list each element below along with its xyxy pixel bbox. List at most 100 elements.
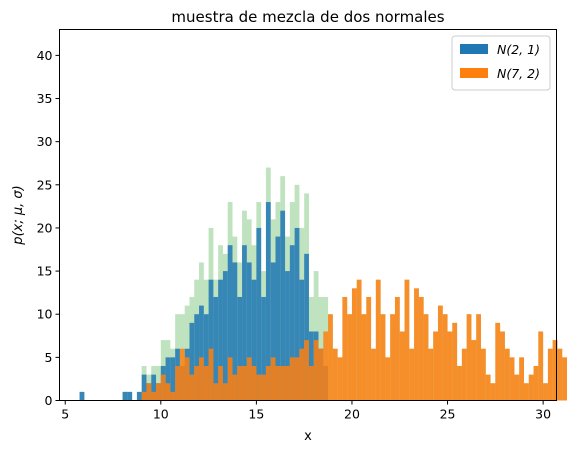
bar-orange [237,365,243,401]
bar-blue [285,271,290,401]
bar-blue [270,262,276,401]
bar-blue [275,236,281,401]
bar-orange [184,357,190,401]
bar-orange [366,296,372,401]
bar-blue [79,391,85,401]
bar-orange [342,296,348,401]
y-tick-label: 35 [37,91,53,106]
bar-orange [371,348,376,401]
bar-orange [504,348,510,401]
bar-orange [179,348,185,401]
bar-orange [146,383,152,401]
bar-blue [203,314,209,401]
bar-blue [208,279,214,401]
bar-blue [242,245,247,401]
bar-orange [242,365,247,401]
bar-blue [289,245,295,401]
bar-blue [151,374,157,401]
bar-orange [442,314,448,401]
y-tick-label: 5 [45,350,53,365]
bar-orange [156,383,161,401]
bar-orange [390,314,395,401]
bar-orange [394,296,400,401]
bar-blue [222,271,228,401]
bar-orange [538,331,544,401]
bar-orange [285,365,290,401]
bar-orange [323,331,329,401]
bar-orange [404,279,410,401]
bar-orange [218,365,223,401]
x-tick-label: 25 [440,407,456,422]
legend: N(2, 1) N(7, 2) [451,35,551,91]
bar-orange [256,374,262,401]
bar-blue [251,279,257,401]
bar-orange [361,314,367,401]
bar-blue [136,391,142,401]
bar-orange [151,391,157,401]
bar-orange [490,383,496,401]
bar-orange [356,279,362,401]
x-tick-label: 5 [61,407,69,422]
bar-blue [265,202,271,401]
bar-orange [562,357,567,401]
bar-blue [199,305,204,401]
bar-orange [189,374,195,401]
bar-orange [533,365,539,401]
y-axis-label: p(x; μ, σ) [11,185,26,245]
bar-orange [485,374,491,401]
bar-orange [308,365,314,401]
bar-orange [222,383,228,401]
bar-orange [213,383,219,401]
bar-orange [428,348,434,401]
bar-orange [543,383,548,401]
bar-blue [246,262,252,401]
bar-blue [280,210,286,401]
bar-orange [557,348,563,401]
bar-blue [213,296,219,401]
bar-orange [265,365,271,401]
x-tick-label: 10 [153,407,169,422]
bar-orange [528,374,534,401]
bar-orange [275,365,281,401]
bar-blue [304,253,309,401]
bar-blue [232,262,238,401]
bar-orange [500,331,505,401]
bar-blue [294,227,300,401]
bar-orange [289,357,295,401]
bars-layer [79,167,567,401]
bar-blue [299,279,305,401]
bar-blue [189,322,195,401]
bar-orange [509,357,515,401]
x-tick-label: 15 [248,407,264,422]
bar-orange [203,365,209,401]
bar-blue [256,227,262,401]
bar-orange [227,357,233,401]
bar-blue [261,296,266,401]
bar-orange [476,314,481,401]
bar-orange [280,365,286,401]
bar-orange [170,391,176,401]
bar-orange [457,365,462,401]
bar-orange [318,348,324,401]
bar-orange [447,331,453,401]
bar-orange [437,305,443,401]
bar-orange [385,357,391,401]
bar-blue [237,296,243,401]
plot-frame [59,29,557,401]
bar-orange [299,348,305,401]
bar-orange [524,383,529,401]
y-tick-label: 0 [45,393,53,408]
bar-blue [194,314,200,401]
bar-orange [423,314,429,401]
bar-orange [471,340,477,401]
bar-orange [418,296,424,401]
legend-label-n21: N(2, 1) [497,42,540,57]
bar-orange [194,365,200,401]
bar-blue [170,357,176,401]
bar-orange [452,322,458,401]
bar-orange [337,357,343,401]
bar-blue [227,245,233,401]
bar-blue [218,279,223,401]
